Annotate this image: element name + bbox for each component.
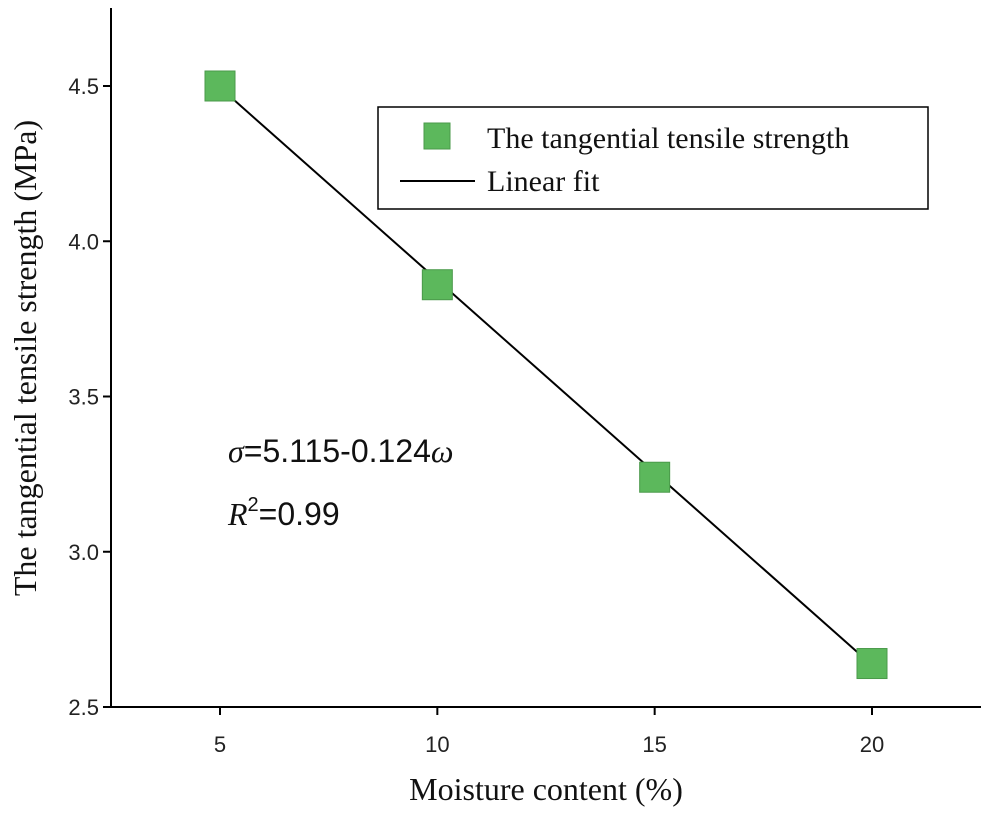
equation-body: =5.115-0.124 <box>244 433 431 469</box>
data-point-square <box>856 648 888 680</box>
equation-sigma: σ <box>228 433 245 469</box>
data-point-square <box>421 269 453 301</box>
y-axis-title: The tangential tensile strength (MPa) <box>7 120 43 596</box>
data-point-square <box>204 70 236 102</box>
y-tick-label: 4.0 <box>68 229 99 254</box>
x-tick-label: 5 <box>214 732 226 757</box>
y-tick-label: 2.5 <box>68 695 99 720</box>
legend-label-fit: Linear fit <box>487 165 600 198</box>
legend-label-series: The tangential tensile strength <box>487 122 849 155</box>
equation-omega: ω <box>431 433 454 469</box>
legend-marker-square <box>423 122 451 150</box>
r-squared-r: R <box>227 496 248 532</box>
x-tick-label: 10 <box>425 732 449 757</box>
y-tick-label: 3.0 <box>68 540 99 565</box>
x-ticks: 5 10 15 20 <box>214 707 884 757</box>
x-axis-title: Moisture content (%) <box>409 771 683 807</box>
plot-frame <box>110 8 981 708</box>
points-layer <box>204 70 888 680</box>
equation-text: σ=5.115-0.124ω <box>228 433 454 469</box>
fit-layer <box>219 86 873 666</box>
fit-equation-annotation: σ=5.115-0.124ω R2=0.99 <box>227 433 454 532</box>
y-tick-label: 3.5 <box>68 385 99 410</box>
legend: The tangential tensile strength Linear f… <box>377 106 929 210</box>
x-tick-label: 20 <box>860 732 884 757</box>
legend-box <box>377 106 929 210</box>
r-squared-sup: 2 <box>248 494 259 516</box>
x-tick-label: 15 <box>642 732 666 757</box>
linear-fit-line <box>219 86 873 666</box>
r-squared-text: R2=0.99 <box>227 494 340 532</box>
r-squared-value: =0.99 <box>259 496 340 532</box>
y-tick-label: 4.5 <box>68 74 99 99</box>
data-point-square <box>639 461 671 493</box>
y-ticks: 2.5 3.0 3.5 4.0 4.5 <box>68 74 111 720</box>
